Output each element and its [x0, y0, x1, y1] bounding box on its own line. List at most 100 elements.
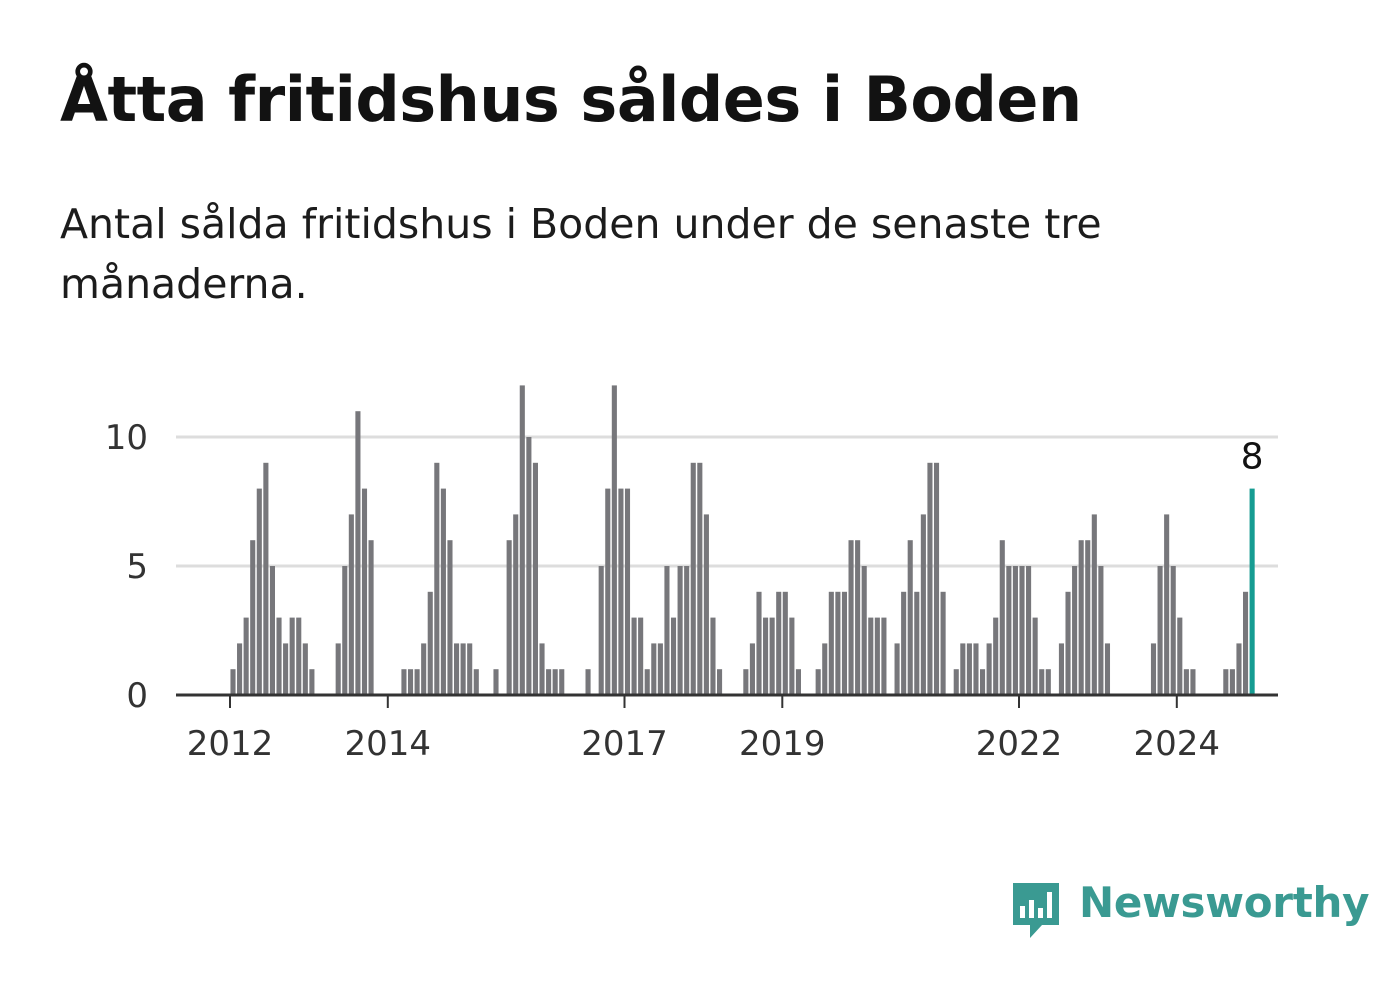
bar [769, 617, 775, 695]
bar [1243, 591, 1249, 695]
bar [763, 617, 769, 695]
bar [776, 591, 782, 695]
newsworthy-logo-icon [1013, 883, 1059, 938]
bar [532, 462, 538, 695]
y-tick-label: 10 [105, 418, 148, 458]
bar [250, 540, 256, 695]
bar [269, 566, 275, 695]
bar [1091, 514, 1097, 695]
bar [230, 669, 236, 695]
bar [795, 669, 801, 695]
bar [933, 462, 940, 695]
bar [526, 437, 532, 695]
bar [506, 540, 512, 695]
bar [552, 669, 558, 695]
bar [940, 591, 946, 695]
bar [1236, 643, 1242, 695]
bar [670, 617, 677, 695]
bar [960, 643, 966, 695]
chart-subtitle: Antal sålda fritidshus i Boden under de … [60, 200, 1102, 308]
bar [585, 669, 591, 695]
bar [710, 617, 716, 695]
bar [1065, 591, 1071, 695]
bar [1085, 540, 1091, 695]
bar [664, 566, 670, 695]
bar [815, 669, 821, 695]
bar [361, 488, 368, 695]
bar [1183, 669, 1189, 695]
bar [980, 669, 986, 695]
bar [789, 617, 795, 695]
bar [993, 617, 999, 695]
bar [611, 385, 617, 695]
bar [598, 566, 604, 695]
bar [440, 488, 446, 695]
bar [1026, 566, 1032, 695]
bar [335, 643, 341, 695]
bar [1072, 566, 1078, 695]
bar [348, 514, 354, 695]
bar [684, 566, 690, 695]
bar [861, 566, 867, 695]
bar [953, 669, 959, 695]
bar [1006, 566, 1012, 695]
bar [546, 669, 552, 695]
bar [920, 514, 926, 695]
bar [874, 617, 880, 695]
bar [717, 669, 723, 695]
axes [176, 693, 1278, 708]
bar [1164, 514, 1170, 695]
bar [907, 540, 913, 695]
bar [605, 488, 611, 695]
bar [657, 643, 663, 695]
bar [828, 591, 834, 695]
bar [237, 643, 243, 695]
bar [927, 462, 933, 695]
bar [302, 643, 308, 695]
bar [559, 669, 565, 695]
bar [1039, 669, 1045, 695]
bar [460, 643, 466, 695]
x-tick-label: 2014 [345, 724, 432, 764]
bar [999, 540, 1005, 695]
bar [289, 617, 295, 695]
bar [342, 566, 348, 695]
bar [421, 643, 427, 695]
bar [966, 643, 972, 695]
x-tick-label: 2019 [739, 724, 826, 764]
bar [868, 617, 874, 695]
bar [1019, 566, 1025, 695]
x-tick-label: 2012 [187, 724, 274, 764]
bar [414, 669, 420, 695]
bar [276, 617, 282, 695]
bar [631, 617, 637, 695]
bar [894, 643, 900, 695]
bar [1190, 669, 1196, 695]
bar [690, 462, 696, 695]
bar [1098, 566, 1104, 695]
bar [1045, 669, 1051, 695]
bar [263, 462, 269, 695]
bar [651, 643, 657, 695]
highlight-bar [1249, 488, 1255, 695]
bar [513, 514, 519, 695]
y-tick-label: 5 [126, 547, 148, 587]
bar [355, 411, 361, 695]
bar [467, 643, 473, 695]
bar [841, 591, 848, 695]
bar [539, 643, 545, 695]
bar [901, 591, 907, 695]
chart-title: Åtta fritidshus såldes i Boden [60, 63, 1082, 136]
bar [1223, 669, 1229, 695]
brand-name: Newsworthy [1079, 878, 1370, 927]
bar [624, 488, 631, 695]
bar [835, 591, 841, 695]
x-tick-label: 2022 [976, 724, 1063, 764]
bar [1177, 617, 1183, 695]
bar [1058, 643, 1064, 695]
bar [618, 488, 624, 695]
bar [493, 669, 499, 695]
gridlines [176, 435, 1278, 568]
bar [368, 540, 374, 695]
x-tick-label: 2017 [581, 724, 668, 764]
